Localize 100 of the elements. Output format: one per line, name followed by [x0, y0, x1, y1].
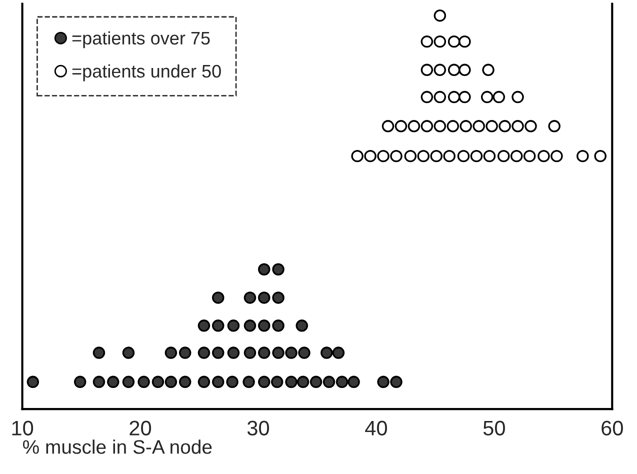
- point: [272, 263, 284, 276]
- point: [212, 346, 224, 359]
- point: [122, 376, 135, 388]
- point: [523, 150, 536, 162]
- point: [198, 376, 210, 388]
- point: [524, 120, 537, 132]
- point: [458, 35, 471, 48]
- point: [550, 150, 563, 162]
- point: [285, 346, 298, 359]
- point: [458, 64, 471, 76]
- point: [164, 376, 178, 388]
- point: [443, 150, 456, 162]
- point: [270, 376, 284, 388]
- point: [258, 292, 270, 304]
- point: [448, 64, 460, 76]
- point: [272, 346, 284, 359]
- point: [470, 150, 483, 162]
- point: [434, 9, 446, 22]
- point: [448, 90, 460, 104]
- point: [244, 320, 256, 332]
- point: [348, 376, 360, 388]
- point: [258, 376, 270, 388]
- point: [92, 346, 106, 359]
- point: [198, 346, 210, 359]
- point: [152, 376, 164, 388]
- point: [594, 150, 606, 162]
- point: [486, 120, 498, 132]
- point: [417, 150, 430, 162]
- point: [457, 150, 470, 162]
- point: [498, 150, 510, 162]
- point: [178, 346, 192, 359]
- point: [377, 376, 390, 388]
- point: [212, 292, 224, 304]
- point: [382, 120, 394, 132]
- x-tick-label: 50: [483, 420, 505, 436]
- point: [74, 376, 86, 388]
- point: [244, 346, 256, 359]
- point: [244, 292, 256, 304]
- legend-label: =patients under 50: [72, 64, 221, 82]
- point: [538, 150, 550, 162]
- x-tick-label: 10: [12, 420, 34, 436]
- point: [548, 120, 560, 132]
- point: [296, 376, 310, 388]
- legend-label: =patients over 75: [72, 31, 210, 48]
- x-tick-label: 40: [365, 420, 387, 436]
- point: [483, 150, 496, 162]
- point: [178, 376, 192, 388]
- point: [258, 320, 270, 332]
- point: [107, 376, 120, 388]
- point: [351, 150, 364, 162]
- point: [227, 346, 240, 359]
- point: [364, 150, 376, 162]
- point: [138, 376, 150, 388]
- point: [458, 90, 471, 104]
- point: [390, 150, 402, 162]
- point: [336, 376, 348, 388]
- point: [492, 90, 506, 104]
- point: [332, 346, 345, 359]
- point: [472, 120, 485, 132]
- point: [122, 346, 135, 359]
- point: [272, 292, 284, 304]
- point: [434, 64, 446, 76]
- point: [420, 64, 434, 76]
- point: [394, 120, 408, 132]
- point: [446, 120, 460, 132]
- point: [212, 320, 224, 332]
- point: [164, 346, 178, 359]
- point: [322, 376, 336, 388]
- point: [272, 320, 284, 332]
- point: [242, 376, 255, 388]
- point: [390, 376, 402, 388]
- point: [576, 150, 589, 162]
- point: [404, 150, 417, 162]
- point: [198, 320, 210, 332]
- point: [480, 90, 494, 104]
- point: [92, 376, 106, 388]
- x-tick-label: 30: [247, 420, 270, 436]
- point: [296, 320, 308, 332]
- point: [512, 90, 524, 104]
- point: [434, 90, 446, 104]
- point: [512, 120, 524, 132]
- point: [420, 120, 434, 132]
- point: [408, 120, 420, 132]
- point: [258, 346, 270, 359]
- point: [310, 376, 322, 388]
- x-tick-label: 60: [602, 420, 623, 436]
- point: [227, 320, 240, 332]
- point: [26, 376, 40, 388]
- point: [434, 35, 446, 48]
- x-axis-title: % muscle in S-A node: [22, 440, 212, 454]
- point: [448, 35, 460, 48]
- point: [498, 120, 511, 132]
- point: [434, 120, 446, 132]
- point: [226, 376, 238, 388]
- point: [420, 35, 434, 48]
- point: [212, 376, 224, 388]
- point: [420, 90, 434, 104]
- point: [258, 263, 270, 276]
- point: [460, 120, 472, 132]
- point: [298, 346, 310, 359]
